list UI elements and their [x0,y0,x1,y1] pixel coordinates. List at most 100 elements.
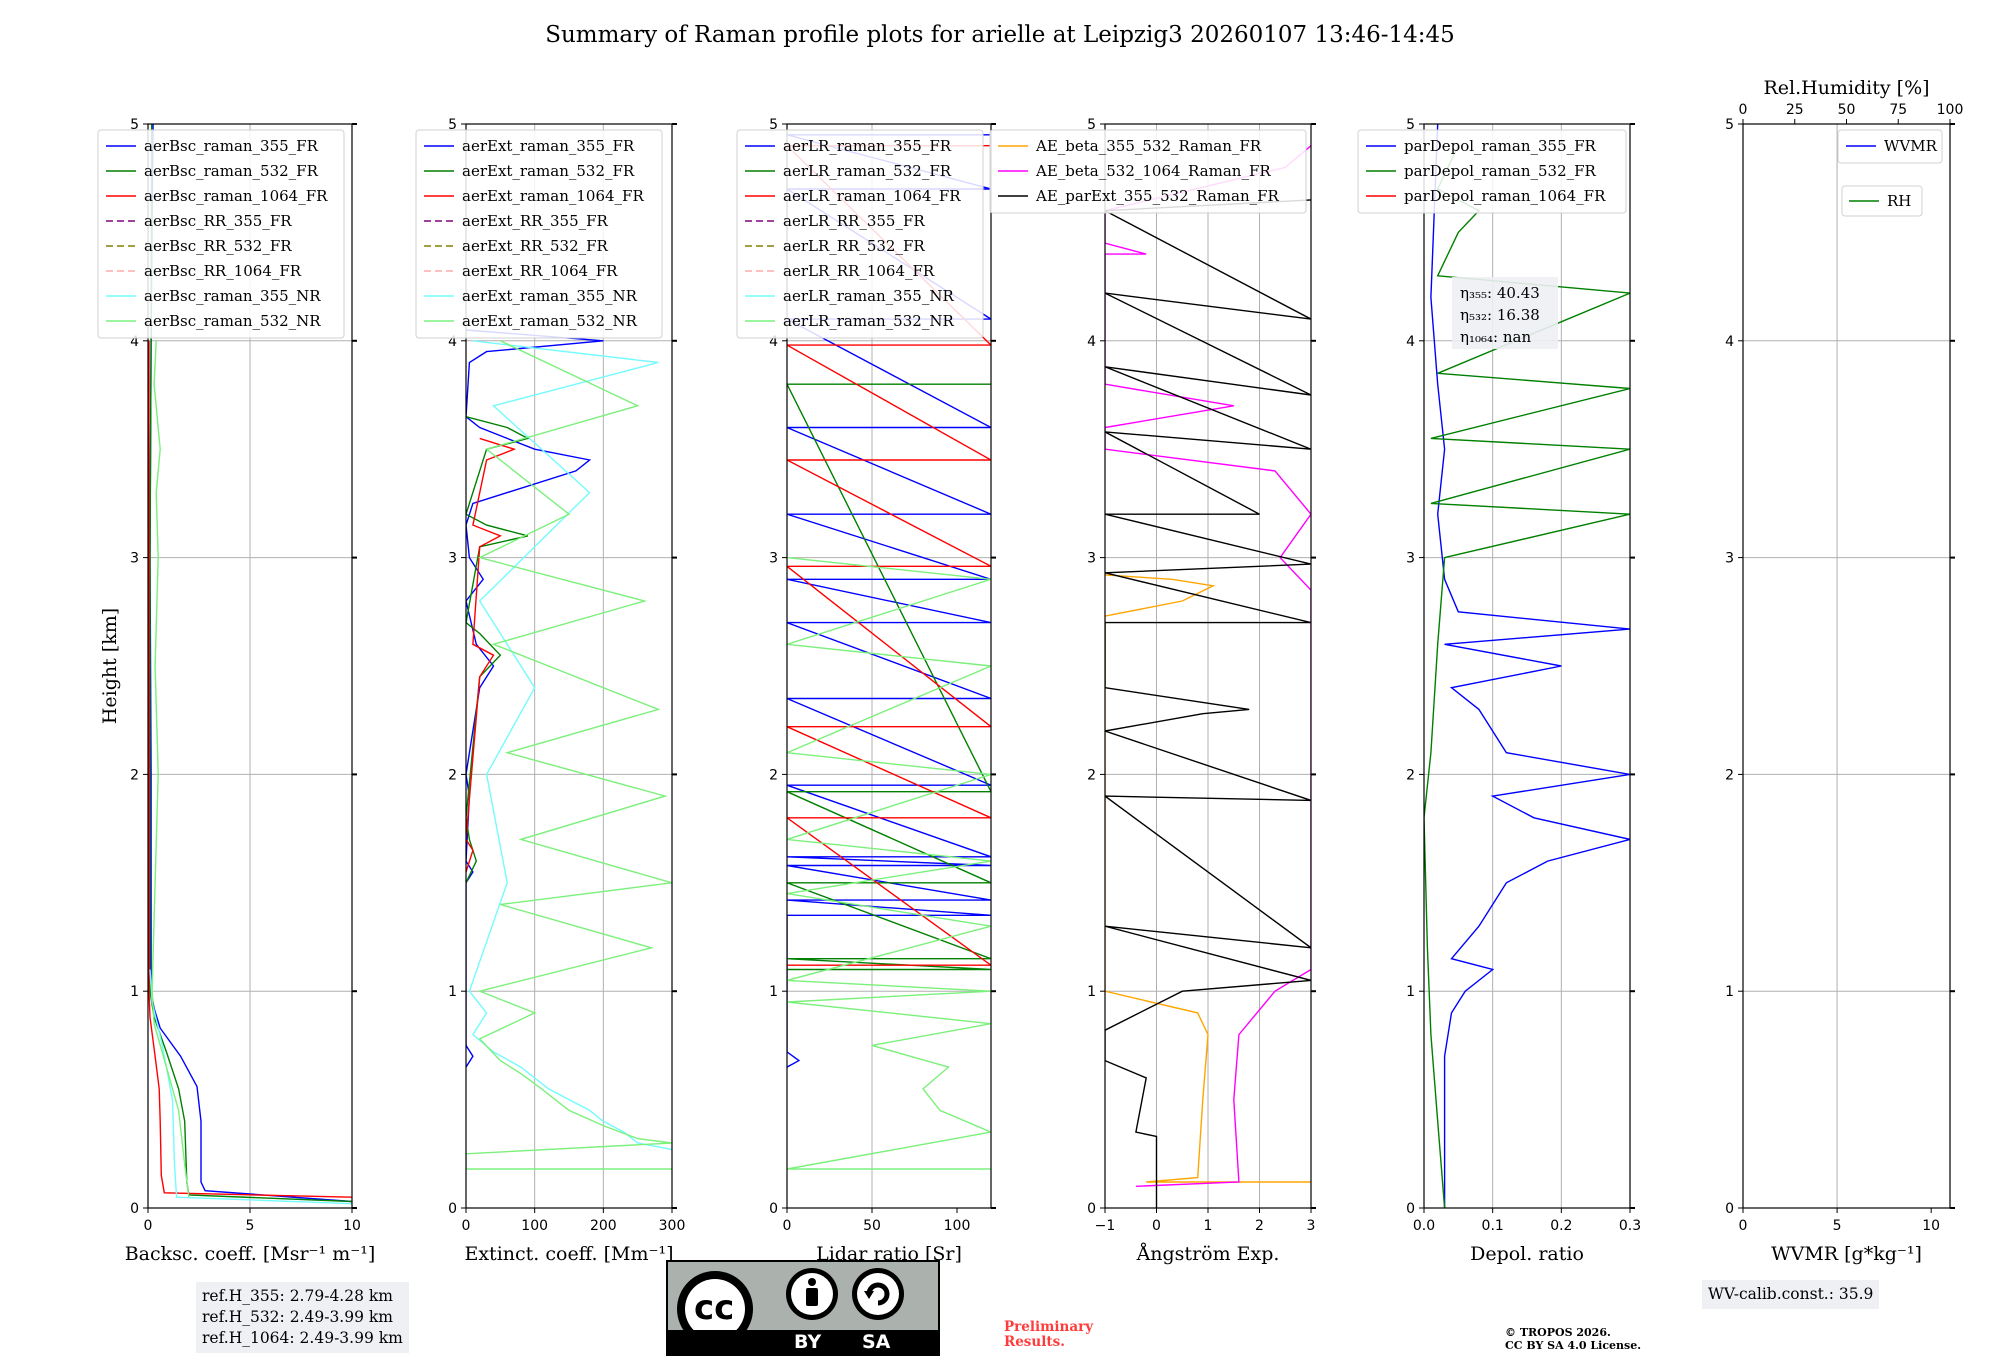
annotation-depol: η₃₅₅: 40.43 η₅₃₂: 16.38 η₁₀₆₄: nan [1452,277,1558,349]
legend-entry-lr: aerLR_raman_532_FR [783,162,952,180]
legend-entry-ext: aerExt_raman_532_NR [462,312,638,330]
y-tick-label-wv: 5 [1725,117,1734,133]
legend-entry-bsc: aerBsc_RR_355_FR [144,212,292,230]
legend-bsc: aerBsc_raman_355_FR aerBsc_raman_532_FRae… [97,129,345,339]
y-tick-label-ext: 0 [448,1201,457,1217]
series-parDepol_raman_355_FR [1430,124,1630,1208]
legend-entry-bsc: aerBsc_raman_532_FR [144,162,319,180]
x-axis-label-ext: Extinct. coeff. [Mm⁻¹] [464,1243,673,1265]
x-axis-label-depol: Depol. ratio [1470,1243,1584,1265]
x-tick-label-lr: 0 [783,1218,792,1234]
legend-entry-lr: aerLR_raman_1064_FR [783,187,961,205]
x-axis-label-bsc: Backsc. coeff. [Msr⁻¹ m⁻¹] [125,1243,376,1265]
y-axis-label-bsc: Height [km] [99,608,121,724]
x-tick-label-wv: 5 [1833,1218,1842,1234]
y-tick-label-depol: 5 [1406,117,1415,133]
panel-depol: 0 1 2 3 4 5 0.0 0.1 0.2 0.3 Depol. ratio parDepol_r… [1357,117,1641,1265]
y-tick-label-depol: 0 [1406,1201,1415,1217]
y-tick-label-ae: 0 [1087,1201,1096,1217]
legend2-wv: RH [1841,185,1923,217]
legend-entry-lr: aerLR_RR_355_FR [783,212,925,230]
series-aerBsc_raman_1064_FR [148,340,352,1198]
x-tick-label-lr: 100 [944,1218,971,1234]
x-tick-label-ext: 200 [590,1218,617,1234]
reference-height-box: ref.H_355: 2.79-4.28 km ref.H_532: 2.49-… [196,1282,409,1353]
top-tick-label-wv: 100 [1937,102,1964,118]
axes-frame-depol [1423,123,1631,1209]
y-tick-label-wv: 3 [1725,551,1734,567]
cc-by-label: BY [794,1331,822,1353]
y-tick-label-wv: 1 [1725,984,1734,1000]
legend-entry-lr: aerLR_raman_355_NR [783,287,954,305]
ref-height-355: ref.H_355: 2.79-4.28 km [202,1287,393,1305]
axes-frame-wv [1742,123,1951,1209]
y-tick-label-ext: 1 [448,984,457,1000]
preliminary-line-2: Results. [1004,1334,1065,1350]
legend-box-wv [1837,129,1943,164]
y-tick-label-ext: 4 [448,334,457,350]
y-tick-label-bsc: 2 [130,767,139,783]
y-tick-label-depol: 4 [1406,334,1415,350]
x-axis-label-lr: Lidar ratio [Sr] [816,1243,962,1265]
x-tick-label-ae: 1 [1204,1218,1213,1234]
y-tick-label-lr: 1 [769,984,778,1000]
legend-entry-ext: aerExt_raman_355_FR [462,137,635,155]
legend-entry-depol: parDepol_raman_532_FR [1404,162,1597,180]
series-AE_beta_355_532_Raman_FR [1105,574,1311,1183]
figure-title: Summary of Raman profile plots for ariel… [545,22,1455,48]
cc-logo-icon [677,1268,904,1347]
legend-entry-lr: aerLR_raman_532_NR [783,312,954,330]
cc-sa-label: SA [862,1331,891,1353]
legend-entry-ae: AE_beta_532_1064_Raman_FR [1035,162,1271,180]
series-aerBsc_raman_532_NR [151,340,190,1198]
y-tick-label-ae: 5 [1087,117,1096,133]
x-tick-label-ae: 3 [1307,1218,1316,1234]
legend2-box [1841,185,1923,217]
series-AE_parExt_355_532_Raman_FR [1105,199,1311,1208]
cc-license-badge: cc BY SA [666,1260,940,1356]
y-tick-label-wv: 4 [1725,334,1734,350]
top-tick-label-wv: 25 [1786,102,1804,118]
legend-entry-bsc: aerBsc_raman_532_NR [144,312,321,330]
preliminary-line-1: Preliminary [1004,1319,1094,1335]
legend-entry-ae: AE_beta_355_532_Raman_FR [1035,137,1262,155]
ref-height-1064: ref.H_1064: 2.49-3.99 km [202,1329,403,1347]
legend-entry-ae: AE_parExt_355_532_Raman_FR [1035,187,1280,205]
legend-entry-bsc: aerBsc_raman_355_NR [144,287,321,305]
panel-bsc: 0 1 2 3 4 5 0 5 10 Backsc. coeff. [Msr⁻¹ m⁻¹] Heig… [97,117,376,1265]
legend-entry-bsc: aerBsc_raman_1064_FR [144,187,328,205]
y-tick-label-lr: 2 [769,767,778,783]
top-tick-label-wv: 50 [1838,102,1856,118]
ref-height-532: ref.H_532: 2.49-3.99 km [202,1308,393,1326]
axes-frame-lr [786,123,992,1209]
axes-frame-ext [465,123,673,1209]
annotation-line: η₁₀₆₄: nan [1460,328,1531,346]
series-group-depol [1424,124,1630,1208]
legend-entry-ext: aerExt_raman_355_NR [462,287,638,305]
y-tick-label-ext: 2 [448,767,457,783]
top-tick-label-wv: 75 [1889,102,1907,118]
legend-lr: aerLR_raman_355_FR aerLR_raman_532_FR aerL… [736,129,984,339]
y-tick-label-bsc: 4 [130,334,139,350]
y-tick-label-wv: 2 [1725,767,1734,783]
y-tick-label-wv: 0 [1725,1201,1734,1217]
top-tick-label-wv: 0 [1739,102,1748,118]
annotation-box [1452,277,1558,349]
cc-band: BY SA [668,1330,938,1354]
legend-wv: WVMR [1837,129,1943,164]
y-tick-label-ae: 3 [1087,551,1096,567]
series-aerExt_raman_532_NR [466,340,672,1170]
legend-entry-depol: parDepol_raman_1064_FR [1404,187,1606,205]
y-tick-label-depol: 2 [1406,767,1415,783]
x-tick-label-ae: −1 [1095,1218,1116,1234]
y-tick-label-lr: 5 [769,117,778,133]
series-aerLR_raman_532_FR [787,383,991,971]
series-aerLR_raman_532_NR [787,556,991,1170]
x-tick-label-depol: 0.3 [1619,1218,1641,1234]
legend-box-depol [1357,129,1627,214]
x-tick-label-wv: 0 [1739,1218,1748,1234]
